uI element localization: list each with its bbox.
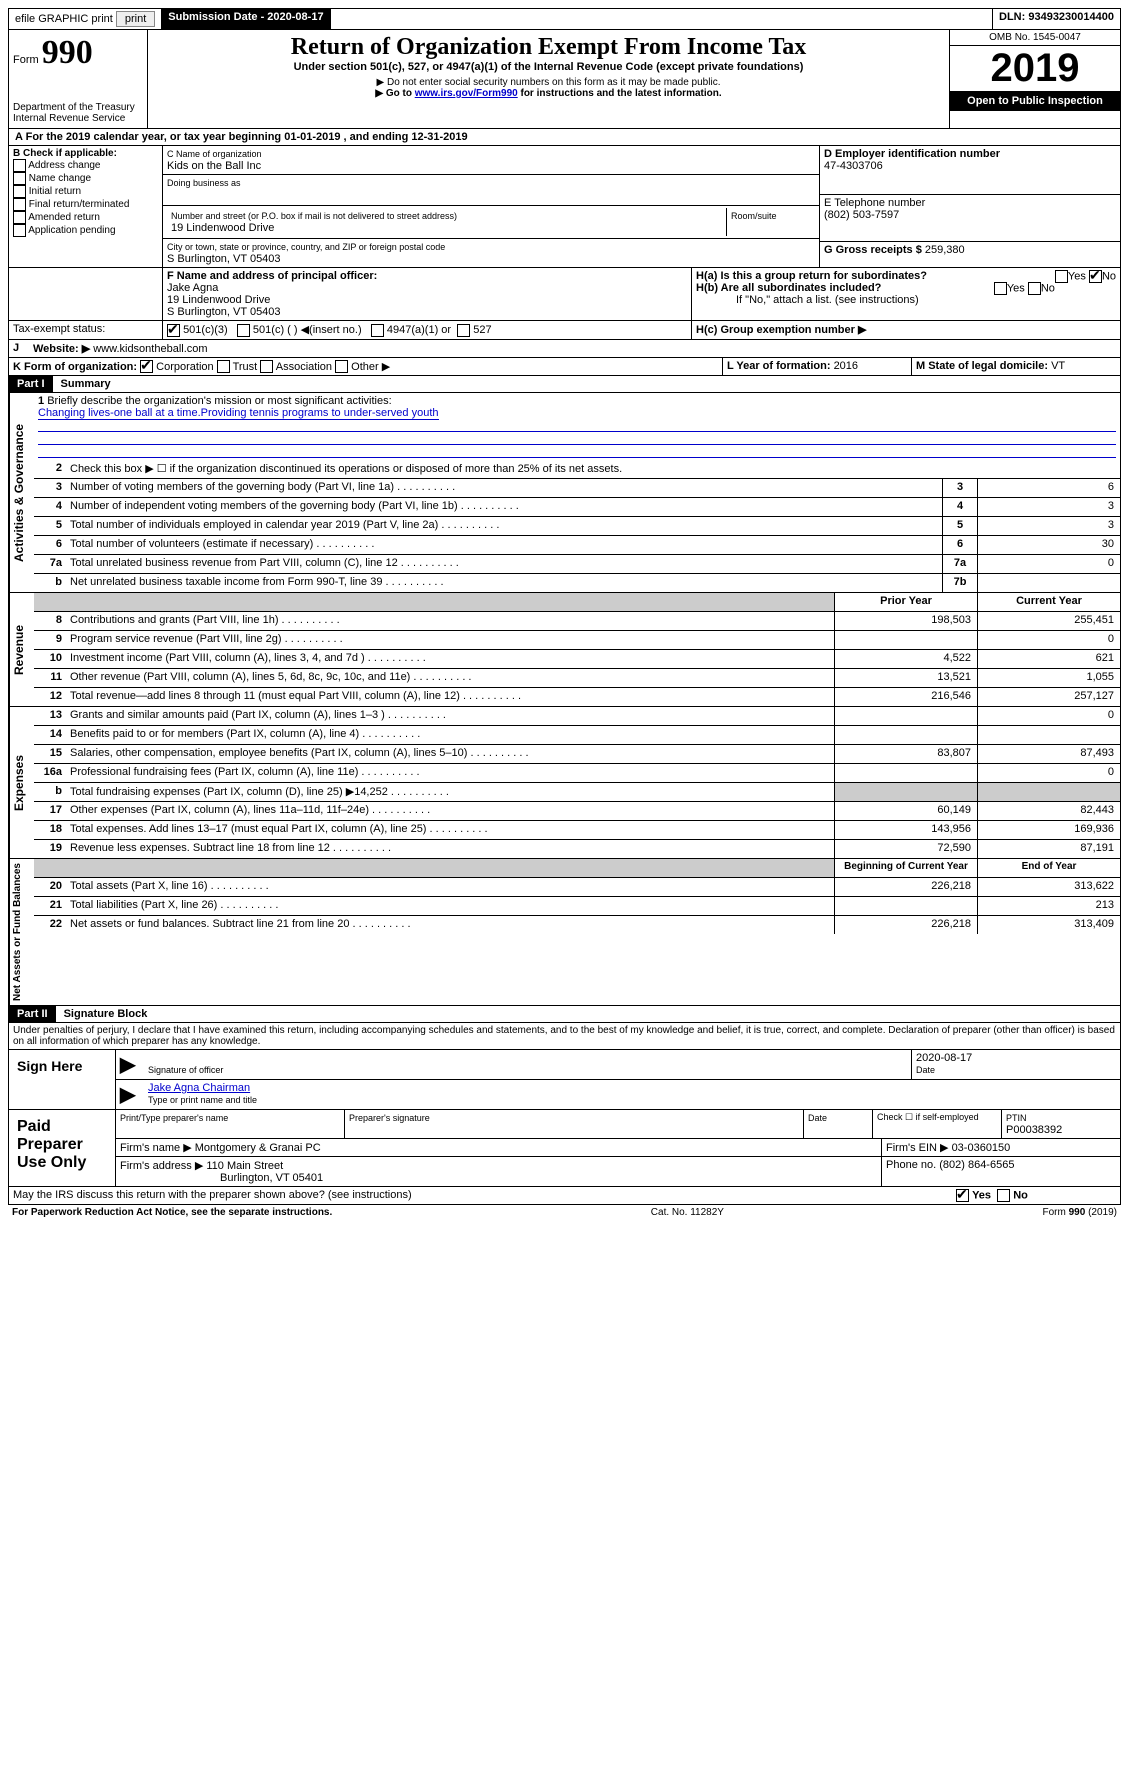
summary-line: 17Other expenses (Part IX, column (A), l… — [34, 802, 1120, 821]
footer: For Paperwork Reduction Act Notice, see … — [8, 1205, 1121, 1220]
org-address: 19 Lindenwood Drive — [171, 222, 274, 234]
print-button[interactable]: print — [116, 11, 155, 27]
officer-typed-name[interactable]: Jake Agna Chairman — [148, 1082, 250, 1094]
governance-section: Activities & Governance 1 Briefly descri… — [8, 393, 1121, 593]
gross-receipts: 259,380 — [925, 244, 965, 256]
summary-line: 8Contributions and grants (Part VIII, li… — [34, 612, 1120, 631]
summary-line: bNet unrelated business taxable income f… — [34, 574, 1120, 592]
efile-label: efile GRAPHIC print — [15, 13, 113, 25]
form-header: Form 990 Department of the Treasury Inte… — [8, 30, 1121, 129]
checkbox-option[interactable]: Application pending — [13, 224, 158, 237]
summary-line: 13Grants and similar amounts paid (Part … — [34, 707, 1120, 726]
checkbox-option[interactable]: Initial return — [13, 185, 158, 198]
submission-date: Submission Date - 2020-08-17 — [162, 9, 330, 29]
summary-line: 16aProfessional fundraising fees (Part I… — [34, 764, 1120, 783]
form-number: 990 — [42, 34, 93, 71]
checkbox-option[interactable]: Name change — [13, 172, 158, 185]
summary-line: 5Total number of individuals employed in… — [34, 517, 1120, 536]
expenses-section: Expenses 13Grants and similar amounts pa… — [8, 707, 1121, 859]
note2-post: for instructions and the latest informat… — [518, 88, 722, 99]
sign-here-section: Sign Here ▶ Signature of officer 2020-08… — [8, 1050, 1121, 1110]
summary-line: 7aTotal unrelated business revenue from … — [34, 555, 1120, 574]
firm-name: Montgomery & Granai PC — [195, 1142, 321, 1154]
summary-line: 3Number of voting members of the governi… — [34, 479, 1120, 498]
phone: (802) 503-7597 — [824, 209, 899, 221]
summary-line: 20Total assets (Part X, line 16)226,2183… — [34, 878, 1120, 897]
discuss-row: May the IRS discuss this return with the… — [8, 1187, 1121, 1205]
summary-line: 12Total revenue—add lines 8 through 11 (… — [34, 688, 1120, 706]
tax-year: 2019 — [950, 46, 1120, 91]
note2-pre: ▶ Go to — [375, 88, 414, 99]
summary-line: 9Program service revenue (Part VIII, lin… — [34, 631, 1120, 650]
box-b: B Check if applicable: Address change Na… — [9, 146, 163, 267]
omb: OMB No. 1545-0047 — [950, 30, 1120, 46]
summary-line: 21Total liabilities (Part X, line 26)213 — [34, 897, 1120, 916]
summary-line: 15Salaries, other compensation, employee… — [34, 745, 1120, 764]
perjury-text: Under penalties of perjury, I declare th… — [8, 1023, 1121, 1050]
part2-header: Part II Signature Block — [8, 1006, 1121, 1023]
part1-header: Part I Summary — [8, 376, 1121, 393]
summary-line: 19Revenue less expenses. Subtract line 1… — [34, 840, 1120, 858]
instructions-link[interactable]: www.irs.gov/Form990 — [415, 88, 518, 99]
org-city: S Burlington, VT 05403 — [167, 253, 281, 265]
summary-line: 22Net assets or fund balances. Subtract … — [34, 916, 1120, 934]
checkbox-option[interactable]: Final return/terminated — [13, 198, 158, 211]
checkbox-option[interactable]: Amended return — [13, 211, 158, 224]
open-inspection: Open to Public Inspection — [950, 91, 1120, 111]
note1: ▶ Do not enter social security numbers o… — [152, 77, 945, 88]
tax-exempt-row: Tax-exempt status: 501(c)(3) 501(c) ( ) … — [8, 321, 1121, 340]
dln: DLN: 93493230014400 — [993, 9, 1120, 29]
summary-line: 10Investment income (Part VIII, column (… — [34, 650, 1120, 669]
summary-line: 11Other revenue (Part VIII, column (A), … — [34, 669, 1120, 688]
revenue-section: Revenue Prior Year Current Year 8Contrib… — [8, 593, 1121, 707]
website: www.kidsontheball.com — [93, 343, 207, 355]
ein: 47-4303706 — [824, 160, 883, 172]
officer-row: F Name and address of principal officer:… — [8, 268, 1121, 321]
summary-line: 14Benefits paid to or for members (Part … — [34, 726, 1120, 745]
org-name: Kids on the Ball Inc — [167, 160, 261, 172]
entity-section: B Check if applicable: Address change Na… — [8, 146, 1121, 268]
summary-line: 18Total expenses. Add lines 13–17 (must … — [34, 821, 1120, 840]
form-label: Form — [13, 54, 39, 66]
klm-row: K Form of organization: Corporation Trus… — [8, 358, 1121, 377]
form-title: Return of Organization Exempt From Incom… — [152, 34, 945, 61]
website-row: J Website: ▶ www.kidsontheball.com — [8, 340, 1121, 358]
period-row: A For the 2019 calendar year, or tax yea… — [8, 129, 1121, 146]
paid-preparer-section: Paid Preparer Use Only Print/Type prepar… — [8, 1110, 1121, 1187]
officer-name: Jake Agna — [167, 282, 218, 294]
summary-line: bTotal fundraising expenses (Part IX, co… — [34, 783, 1120, 802]
mission-text: Changing lives-one ball at a time.Provid… — [38, 407, 439, 420]
dept-label: Department of the Treasury Internal Reve… — [13, 102, 143, 124]
top-bar: efile GRAPHIC print print Submission Dat… — [8, 8, 1121, 30]
form-subtitle: Under section 501(c), 527, or 4947(a)(1)… — [152, 61, 945, 73]
summary-line: 4Number of independent voting members of… — [34, 498, 1120, 517]
summary-line: 6Total number of volunteers (estimate if… — [34, 536, 1120, 555]
netassets-section: Net Assets or Fund Balances Beginning of… — [8, 859, 1121, 1006]
checkbox-option[interactable]: Address change — [13, 159, 158, 172]
